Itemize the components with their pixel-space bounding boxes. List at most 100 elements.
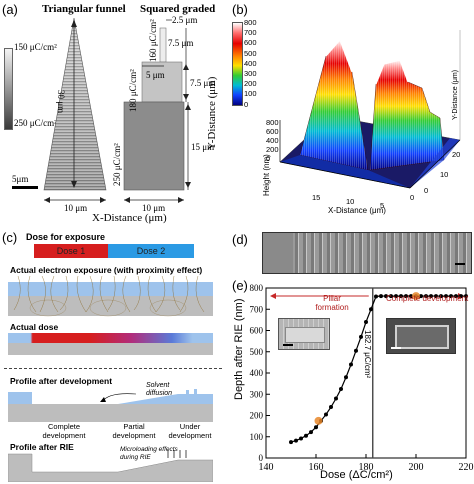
x-tick-label: 140 (259, 462, 274, 473)
data-point (369, 307, 373, 312)
x-tick-5: 5 (380, 201, 385, 210)
y-tick-20: 20 (452, 150, 461, 159)
dim-10um-right: 10 μm (142, 203, 166, 213)
actual-dose-gradient (8, 333, 213, 343)
dim-2-5um: 2.5 μm (172, 15, 198, 25)
data-point (289, 440, 293, 445)
divider-dashed (4, 368, 222, 369)
data-point (429, 294, 433, 299)
scale-bottom-label: 250 μC/cm² (14, 118, 57, 128)
panel-b-zlabel: Height (nm) (262, 154, 271, 196)
data-point (424, 294, 428, 299)
z-ticks: 800 600 400 200 0 (266, 118, 279, 163)
highlight-point (412, 292, 420, 301)
data-point (329, 405, 333, 409)
dim-160: 160 μC/cm² (148, 19, 158, 62)
dim-250: 250 μC/cm² (112, 143, 122, 186)
dose-1-block: Dose 1 (34, 244, 108, 258)
y-tick-label: 600 (250, 326, 264, 336)
under-development-label: Under development (168, 422, 212, 440)
sem-scalebar (455, 263, 465, 265)
panel-b-ylabel: Y-Distance (μm) (452, 69, 459, 120)
microloading-label: Microloading effects during RIE (120, 446, 178, 461)
panel-b-tag: (b) (232, 2, 248, 17)
data-point (374, 294, 378, 299)
data-point (389, 294, 393, 299)
y-tick-label: 0 (259, 453, 264, 463)
graded-step-1 (159, 27, 167, 63)
y-tick-label: 800 (250, 283, 264, 293)
data-point (409, 294, 413, 299)
profile-development-title: Profile after development (10, 376, 113, 386)
threshold-label: 182.7 μC/cm² (363, 330, 372, 379)
data-point (399, 294, 403, 299)
data-point (334, 396, 338, 401)
y-tick-label: 700 (250, 304, 264, 314)
depth-vs-dose-chart: 140 160 180 200 220 0 100 200 300 400 500 600 700 800 (250, 283, 474, 473)
panel-a-x-axis: X-Distance (μm) (92, 212, 167, 224)
dose-grayscale-bar (4, 48, 13, 130)
data-point (464, 294, 468, 299)
y-tick-10: 10 (440, 170, 449, 179)
actual-dose-title: Actual dose (10, 322, 59, 332)
partial-development-label: Partial development (112, 422, 156, 440)
dose-2-block: Dose 2 (108, 244, 194, 258)
dim-7-5um-top: 7.5 μm (168, 38, 194, 48)
data-point (349, 362, 353, 367)
y-tick-label: 100 (250, 432, 264, 442)
data-point (309, 430, 313, 435)
dim-5um: 5 μm (146, 70, 165, 80)
x-tick-label: 200 (409, 462, 424, 473)
y-tick-label: 500 (250, 347, 264, 357)
data-point (434, 294, 438, 299)
dim-180: 180 μC/cm² (128, 69, 138, 112)
data-point (364, 320, 368, 324)
data-point (404, 294, 408, 299)
data-point (314, 425, 318, 430)
complete-development-label: Complete development (42, 422, 86, 440)
profile-rie-title: Profile after RIE (10, 442, 74, 452)
surface-plot (279, 30, 461, 189)
dose-for-exposure-title: Dose for exposure (26, 232, 106, 242)
actual-exposure-title: Actual electron exposure (with proximity… (10, 265, 203, 275)
panel-a-drawing (12, 17, 191, 203)
x-tick-label: 160 (309, 462, 324, 473)
dim-7-5um-mid: 7.5 μm (190, 78, 216, 88)
development-profile-drawing (8, 389, 213, 422)
y-tick-0: 0 (424, 186, 429, 195)
electron-exposure-drawing (8, 276, 213, 317)
x-tick-label: 220 (459, 462, 474, 473)
y-tick-label: 300 (250, 389, 264, 399)
x-tick-0: 0 (410, 193, 415, 202)
x-tick-15: 15 (312, 193, 321, 202)
data-point (444, 294, 448, 299)
rie-profile-drawing (8, 450, 213, 482)
data-point (339, 386, 343, 391)
chart-y-label: Depth after RIE (nm) (233, 298, 245, 400)
panel-e-tag: (e) (232, 278, 248, 293)
title-squared-graded: Squared graded (140, 3, 216, 15)
dim-10um-left: 10 μm (64, 203, 88, 213)
graded-step-2 (141, 61, 183, 103)
data-point (419, 294, 423, 299)
chart-x-label: Dose (ΔC/cm²) (320, 469, 393, 481)
panel-a-y-axis: Y-Distance (μm) (206, 76, 218, 150)
highlight-point (314, 416, 323, 425)
scale-top-label: 150 μC/cm² (14, 42, 57, 52)
dim-30um: 30 μm (56, 90, 66, 114)
data-point (394, 294, 398, 299)
data-point (294, 438, 298, 443)
data-point (344, 375, 348, 380)
graded-step-3 (123, 101, 185, 191)
x-tick-10: 10 (346, 197, 355, 206)
data-point (324, 412, 328, 417)
data-point (449, 294, 453, 299)
y-tick-label: 400 (250, 368, 264, 378)
complete-development-label-e: Complete development (386, 294, 469, 303)
sem-inset-right (386, 318, 456, 354)
panel-a-tag: (a) (2, 2, 18, 17)
data-point (379, 294, 383, 299)
solvent-diffusion-label: Solvent diffusion (146, 382, 173, 397)
pillar-arrowhead (270, 293, 276, 299)
x-tick-label: 180 (359, 462, 374, 473)
